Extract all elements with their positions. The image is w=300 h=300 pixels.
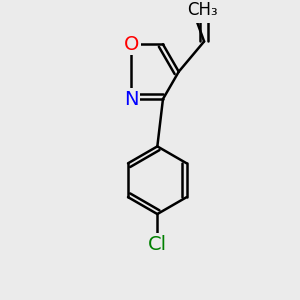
- Text: O: O: [199, 3, 214, 22]
- Text: N: N: [124, 89, 139, 109]
- Text: CH₃: CH₃: [188, 1, 218, 19]
- Text: O: O: [124, 35, 139, 54]
- Text: Cl: Cl: [148, 235, 167, 254]
